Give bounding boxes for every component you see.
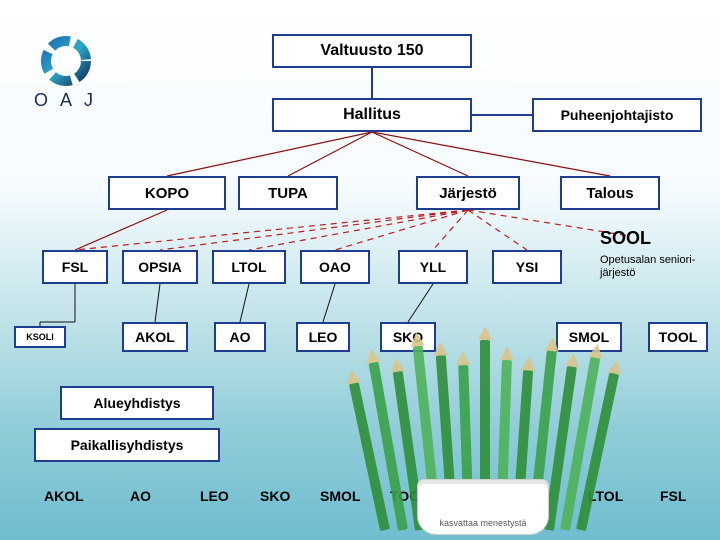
box-sko: SKO [380, 322, 436, 352]
logo: O A J [34, 34, 97, 111]
bottom-label-ao: AO [130, 488, 151, 504]
bottom-label-yll: YLL [452, 488, 478, 504]
box-opsia: OPSIA [122, 250, 198, 284]
box-akol: AKOL [122, 322, 188, 352]
box-fsl: FSL [42, 250, 108, 284]
label-sool-title: SOOL [600, 228, 651, 249]
bottom-label-tool: TOOL [390, 488, 429, 504]
bottom-label-smol: SMOL [320, 488, 360, 504]
box-hallitus: Hallitus [272, 98, 472, 132]
box-ao: AO [214, 322, 266, 352]
box-leo: LEO [296, 322, 350, 352]
bottom-label-sko: SKO [260, 488, 290, 504]
bottom-label-ltol: LTOL [588, 488, 623, 504]
bottom-label-akol: AKOL [44, 488, 84, 504]
box-jarjesto: Järjestö [416, 176, 520, 210]
box-tupa: TUPA [238, 176, 338, 210]
box-smol: SMOL [556, 322, 622, 352]
box-talous: Talous [560, 176, 660, 210]
box-ksoli: KSOLI [14, 326, 66, 348]
bottom-label-fsl: FSL [660, 488, 686, 504]
box-oao: OAO [300, 250, 370, 284]
box-kopo: KOPO [108, 176, 226, 210]
pencils-deco [340, 330, 620, 530]
box-paikallisyhdistys: Paikallisyhdistys [34, 428, 220, 462]
box-tool: TOOL [648, 322, 708, 352]
logo-text: O A J [34, 90, 97, 111]
box-yll: YLL [398, 250, 468, 284]
box-ltol: LTOL [212, 250, 286, 284]
logo-mark [39, 34, 93, 88]
box-puheenjohtajisto: Puheenjohtajisto [532, 98, 702, 132]
box-alueyhdistys: Alueyhdistys [60, 386, 214, 420]
bottom-label-leo: LEO [200, 488, 229, 504]
bottom-label-ysi: YSI [524, 488, 547, 504]
box-valtuusto: Valtuusto 150 [272, 34, 472, 68]
label-sool-sub: Opetusalan seniori-järjestö [600, 254, 700, 280]
box-ysi: YSI [492, 250, 562, 284]
